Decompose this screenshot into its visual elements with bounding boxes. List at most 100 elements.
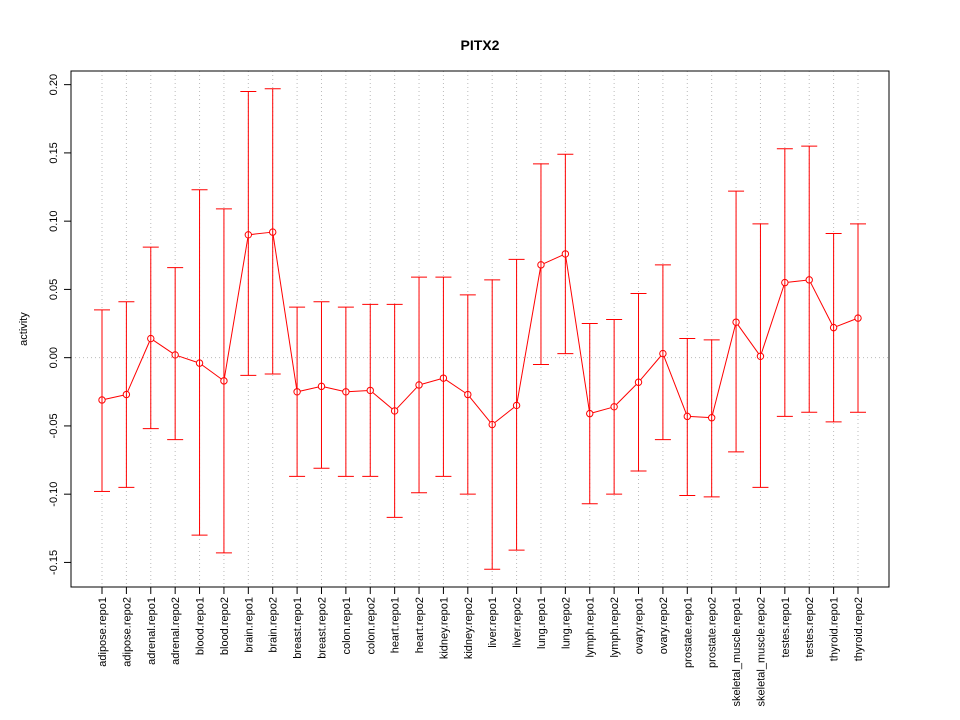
plot-frame: [70, 70, 890, 588]
x-tick-label: blood.repo2: [219, 597, 231, 655]
series-segment: [349, 390, 368, 393]
series-segment: [592, 407, 612, 414]
series-segment: [469, 396, 491, 423]
data-point: [171, 351, 179, 359]
data-point: [829, 323, 838, 332]
data-point: [342, 388, 350, 396]
series-segment: [836, 318, 856, 327]
x-tick-label: prostate.repo1: [682, 597, 694, 668]
x-tick-label: adrenal.repo1: [146, 597, 158, 665]
series-segment: [300, 386, 319, 392]
data-point: [781, 278, 789, 287]
x-tick-label: blood.repo1: [195, 597, 207, 655]
x-tick-label: prostate.repo2: [707, 597, 719, 668]
data-point: [464, 390, 472, 399]
series-segment: [640, 355, 662, 381]
data-point: [756, 352, 765, 361]
series-segment: [272, 235, 298, 389]
series-segment: [223, 237, 249, 378]
x-tick-label: lymph.repo2: [609, 597, 621, 658]
data-point: [537, 261, 545, 269]
x-tick-label: adipose.repo1: [97, 597, 109, 667]
grid-layer: [71, 71, 889, 587]
series-segment: [178, 355, 197, 363]
series-segment: [711, 325, 736, 415]
series-layer: [94, 88, 866, 570]
x-tick-label: testes.repo2: [804, 597, 816, 658]
data-point: [122, 390, 131, 399]
series-segment: [421, 378, 441, 385]
x-tick-label: kidney.repo2: [463, 597, 475, 659]
y-tick-label: -0.15: [48, 550, 60, 575]
data-point: [512, 401, 521, 410]
y-tick-label: 0.15: [48, 142, 60, 163]
series-segment: [516, 267, 541, 403]
x-tick-label: brain.repo2: [268, 597, 280, 653]
data-point: [488, 420, 496, 429]
y-axis-label: activity: [18, 312, 30, 346]
series-segment: [737, 324, 759, 354]
series-segment: [690, 416, 709, 419]
y-tick-label: 0.00: [48, 347, 60, 368]
data-point: [586, 409, 594, 418]
x-tick-label: colon.repo1: [341, 597, 353, 655]
data-point: [439, 374, 448, 382]
data-point: [195, 359, 204, 367]
data-point: [659, 349, 667, 358]
y-tick-label: -0.05: [48, 413, 60, 438]
data-point: [317, 382, 326, 391]
series-segment: [445, 379, 466, 394]
data-point: [269, 228, 277, 236]
series-segment: [201, 364, 222, 380]
x-tick-label: ovary.repo2: [658, 597, 670, 654]
data-point: [220, 377, 228, 385]
x-tick-label: heart.repo2: [414, 597, 426, 653]
data-point: [805, 276, 813, 284]
series-segment: [324, 386, 343, 392]
x-tick-label: breast.repo1: [292, 597, 304, 659]
y-tick-label: 0.05: [48, 279, 60, 300]
x-tick-label: thyroid.repo1: [829, 597, 841, 661]
x-tick-label: breast.repo2: [316, 597, 328, 659]
x-tick-label: lung.repo1: [536, 597, 548, 649]
y-tick-label: -0.10: [48, 482, 60, 507]
series-segment: [565, 257, 590, 411]
data-point: [147, 334, 155, 343]
data-point: [98, 396, 106, 404]
x-tick-label: liver.repo1: [487, 597, 499, 648]
x-tick-label: skeletal_muscle.repo1: [731, 597, 743, 706]
x-tick-label: thyroid.repo2: [853, 597, 865, 661]
series-segment: [543, 254, 563, 264]
chart-title: PITX2: [461, 37, 500, 53]
x-tick-label: heart.repo1: [390, 597, 402, 653]
x-tick-label: kidney.repo1: [438, 597, 450, 659]
y-axis: -0.15 -0.10 -0.05 0.00 0.05 0.10 0.15 0.20: [48, 74, 72, 575]
x-tick-label: adipose.repo2: [121, 597, 133, 667]
x-tick-label: ovary.repo1: [634, 597, 646, 654]
data-point: [415, 381, 423, 389]
x-tick-label: adrenal.repo2: [170, 597, 182, 665]
x-axis: adipose.repo1 adipose.repo2 adrenal.repo1 a…: [97, 586, 865, 706]
x-tick-label: liver.repo2: [512, 597, 524, 648]
data-point: [732, 318, 740, 326]
y-tick-label: 0.10: [48, 210, 60, 231]
data-point: [707, 414, 716, 422]
x-tick-label: skeletal_muscle.repo2: [755, 597, 767, 706]
series-segment: [372, 392, 393, 410]
x-tick-label: lung.repo2: [560, 597, 572, 649]
data-point: [366, 386, 374, 395]
x-tick-label: brain.repo1: [243, 597, 255, 653]
series-segment: [616, 384, 637, 405]
series-segment: [251, 231, 270, 235]
x-tick-label: colon.repo2: [365, 597, 377, 655]
data-point: [854, 314, 862, 322]
series-segment: [105, 394, 124, 400]
data-point: [293, 388, 301, 396]
series-segment: [494, 407, 515, 423]
series-segment: [787, 279, 807, 283]
data-point: [561, 250, 570, 258]
series-segment: [396, 386, 418, 409]
series-segment: [663, 356, 687, 414]
series-segment: [760, 285, 785, 354]
